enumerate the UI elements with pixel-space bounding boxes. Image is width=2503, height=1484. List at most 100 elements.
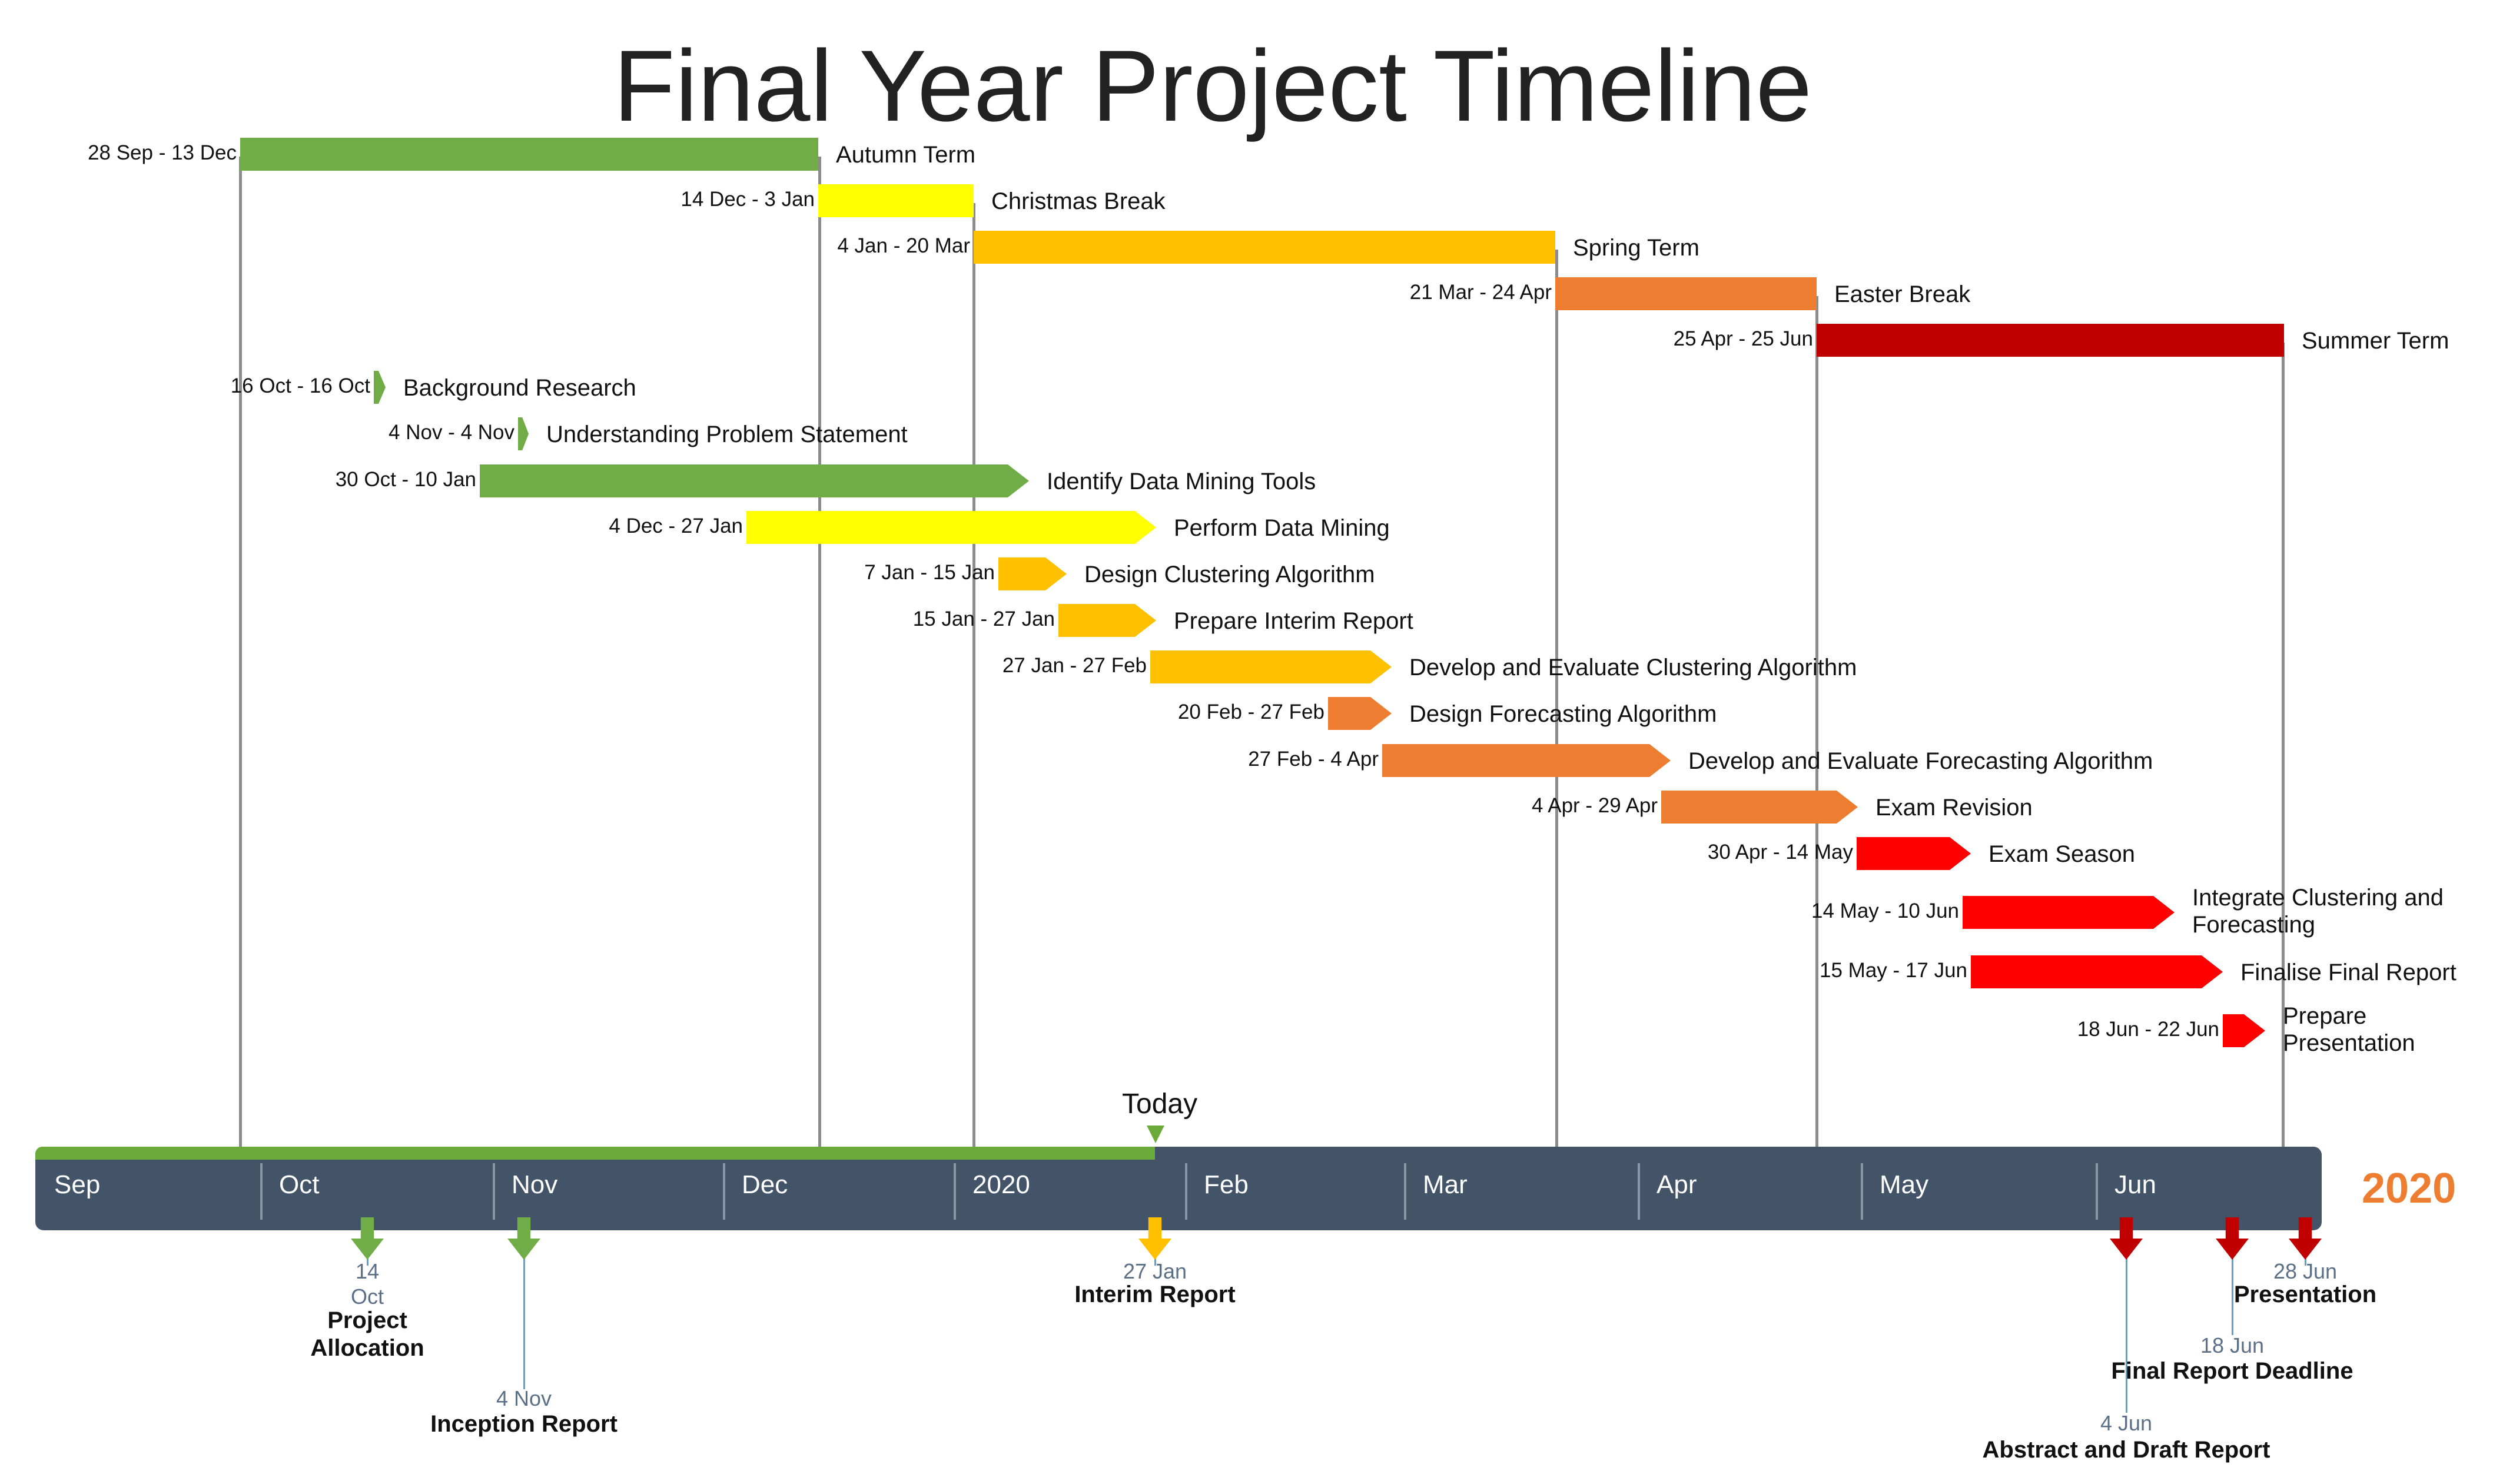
task-bar[interactable] xyxy=(2223,1014,2265,1047)
term-dates: 21 Mar - 24 Apr xyxy=(1409,281,1552,304)
task-bar[interactable] xyxy=(374,371,386,404)
month-divider xyxy=(1861,1163,1863,1220)
term-boundary-line xyxy=(818,157,821,1148)
timescale-bar xyxy=(35,1147,2322,1230)
month-divider xyxy=(1404,1163,1406,1220)
task-bar[interactable] xyxy=(998,557,1067,590)
month-label: Dec xyxy=(742,1170,788,1199)
task-dates: 4 Dec - 27 Jan xyxy=(609,514,743,537)
month-label: May xyxy=(1880,1170,1929,1199)
task-dates: 4 Apr - 29 Apr xyxy=(1531,794,1658,817)
milestone-leader-line xyxy=(2126,1253,2127,1413)
term-boundary-line xyxy=(2282,343,2285,1148)
task-dates: 7 Jan - 15 Jan xyxy=(864,561,995,584)
term-dates: 28 Sep - 13 Dec xyxy=(88,141,237,164)
milestone-label: Abstract and Draft Report xyxy=(1982,1437,2270,1463)
task-bar[interactable] xyxy=(1382,744,1671,777)
month-label: 2020 xyxy=(972,1170,1030,1199)
term-dates: 14 Dec - 3 Jan xyxy=(680,188,815,211)
task-label: Integrate Clustering and Forecasting xyxy=(2192,885,2444,938)
task-label: Understanding Problem Statement xyxy=(546,421,908,447)
milestone-label: Final Report Deadline xyxy=(2111,1358,2353,1384)
task-label: Background Research xyxy=(403,375,636,401)
task-bar[interactable] xyxy=(480,464,1029,497)
milestone-date: 4 Nov xyxy=(496,1386,552,1410)
term-bar[interactable] xyxy=(240,138,818,171)
month-label: Apr xyxy=(1657,1170,1697,1199)
task-bar[interactable] xyxy=(518,417,529,450)
month-label: Mar xyxy=(1423,1170,1468,1199)
month-label: Feb xyxy=(1204,1170,1249,1199)
term-label: Easter Break xyxy=(1834,281,1971,307)
term-dates: 25 Apr - 25 Jun xyxy=(1673,327,1813,350)
task-label: Develop and Evaluate Forecasting Algorit… xyxy=(1688,748,2153,774)
month-divider xyxy=(260,1163,263,1220)
task-dates: 18 Jun - 22 Jun xyxy=(2077,1018,2219,1041)
month-divider xyxy=(954,1163,956,1220)
today-progress-bar xyxy=(35,1147,1155,1160)
task-label: Prepare Interim Report xyxy=(1174,608,1413,634)
task-bar[interactable] xyxy=(1150,650,1392,683)
task-label: Exam Season xyxy=(1989,841,2136,867)
milestone-date: 27 Jan xyxy=(1123,1259,1187,1283)
month-divider xyxy=(723,1163,725,1220)
milestone-label: Presentation xyxy=(2233,1282,2377,1307)
term-boundary-line xyxy=(239,157,242,1148)
task-bar[interactable] xyxy=(746,511,1156,544)
milestone-date: 28 Jun xyxy=(2273,1259,2338,1283)
task-dates: 15 Jan - 27 Jan xyxy=(912,607,1055,630)
milestone-label: Inception Report xyxy=(430,1411,618,1437)
page-title: Final Year Project Timeline xyxy=(613,29,1812,142)
task-bar[interactable] xyxy=(1963,896,2175,929)
task-label: Design Clustering Algorithm xyxy=(1084,562,1375,587)
task-dates: 27 Feb - 4 Apr xyxy=(1248,748,1379,771)
task-bar[interactable] xyxy=(1971,955,2223,988)
today-marker-icon xyxy=(1147,1126,1164,1143)
term-label: Summer Term xyxy=(2302,328,2449,354)
task-dates: 16 Oct - 16 Oct xyxy=(230,374,370,397)
term-bar[interactable] xyxy=(1555,277,1817,310)
term-label: Autumn Term xyxy=(836,142,976,168)
task-label: Exam Revision xyxy=(1875,795,2033,821)
task-label: Prepare Presentation xyxy=(2283,1003,2415,1056)
task-dates: 15 May - 17 Jun xyxy=(1820,959,1967,982)
milestone-date: 18 Jun xyxy=(2200,1333,2265,1357)
task-label: Design Forecasting Algorithm xyxy=(1409,701,1717,727)
task-dates: 14 May - 10 Jun xyxy=(1811,899,1959,922)
today-label: Today xyxy=(1122,1088,1198,1120)
task-bar[interactable] xyxy=(1857,837,1971,870)
term-dates: 4 Jan - 20 Mar xyxy=(837,234,970,257)
milestone-leader-line xyxy=(2232,1253,2233,1335)
task-dates: 30 Oct - 10 Jan xyxy=(335,468,476,491)
task-bar[interactable] xyxy=(1661,791,1858,824)
month-divider xyxy=(1638,1163,1640,1220)
year-label: 2020 xyxy=(2362,1165,2456,1212)
month-label: Nov xyxy=(512,1170,558,1199)
term-boundary-line xyxy=(1555,250,1558,1148)
task-bar[interactable] xyxy=(1328,697,1392,730)
month-label: Sep xyxy=(54,1170,101,1199)
milestone-date: 14 Oct xyxy=(350,1259,384,1309)
month-label: Jun xyxy=(2114,1170,2156,1199)
milestone-label: Interim Report xyxy=(1074,1282,1236,1307)
task-label: Finalise Final Report xyxy=(2240,960,2456,985)
task-dates: 4 Nov - 4 Nov xyxy=(389,421,514,444)
month-divider xyxy=(1185,1163,1187,1220)
task-bar[interactable] xyxy=(1058,604,1156,637)
milestone-date: 4 Jun xyxy=(2100,1411,2153,1435)
term-label: Christmas Break xyxy=(991,188,1166,214)
term-bar[interactable] xyxy=(974,231,1555,264)
milestone-leader-line xyxy=(523,1253,525,1389)
milestone-label: Project Allocation xyxy=(310,1307,424,1362)
task-dates: 20 Feb - 27 Feb xyxy=(1177,700,1324,723)
task-label: Identify Data Mining Tools xyxy=(1047,469,1316,494)
term-bar[interactable] xyxy=(818,184,974,217)
term-boundary-line xyxy=(972,203,975,1148)
task-dates: 30 Apr - 14 May xyxy=(1707,841,1853,864)
month-divider xyxy=(2096,1163,2098,1220)
task-label: Perform Data Mining xyxy=(1174,515,1390,541)
term-bar[interactable] xyxy=(1817,324,2284,357)
task-label: Develop and Evaluate Clustering Algorith… xyxy=(1409,655,1857,680)
task-dates: 27 Jan - 27 Feb xyxy=(1002,654,1147,677)
